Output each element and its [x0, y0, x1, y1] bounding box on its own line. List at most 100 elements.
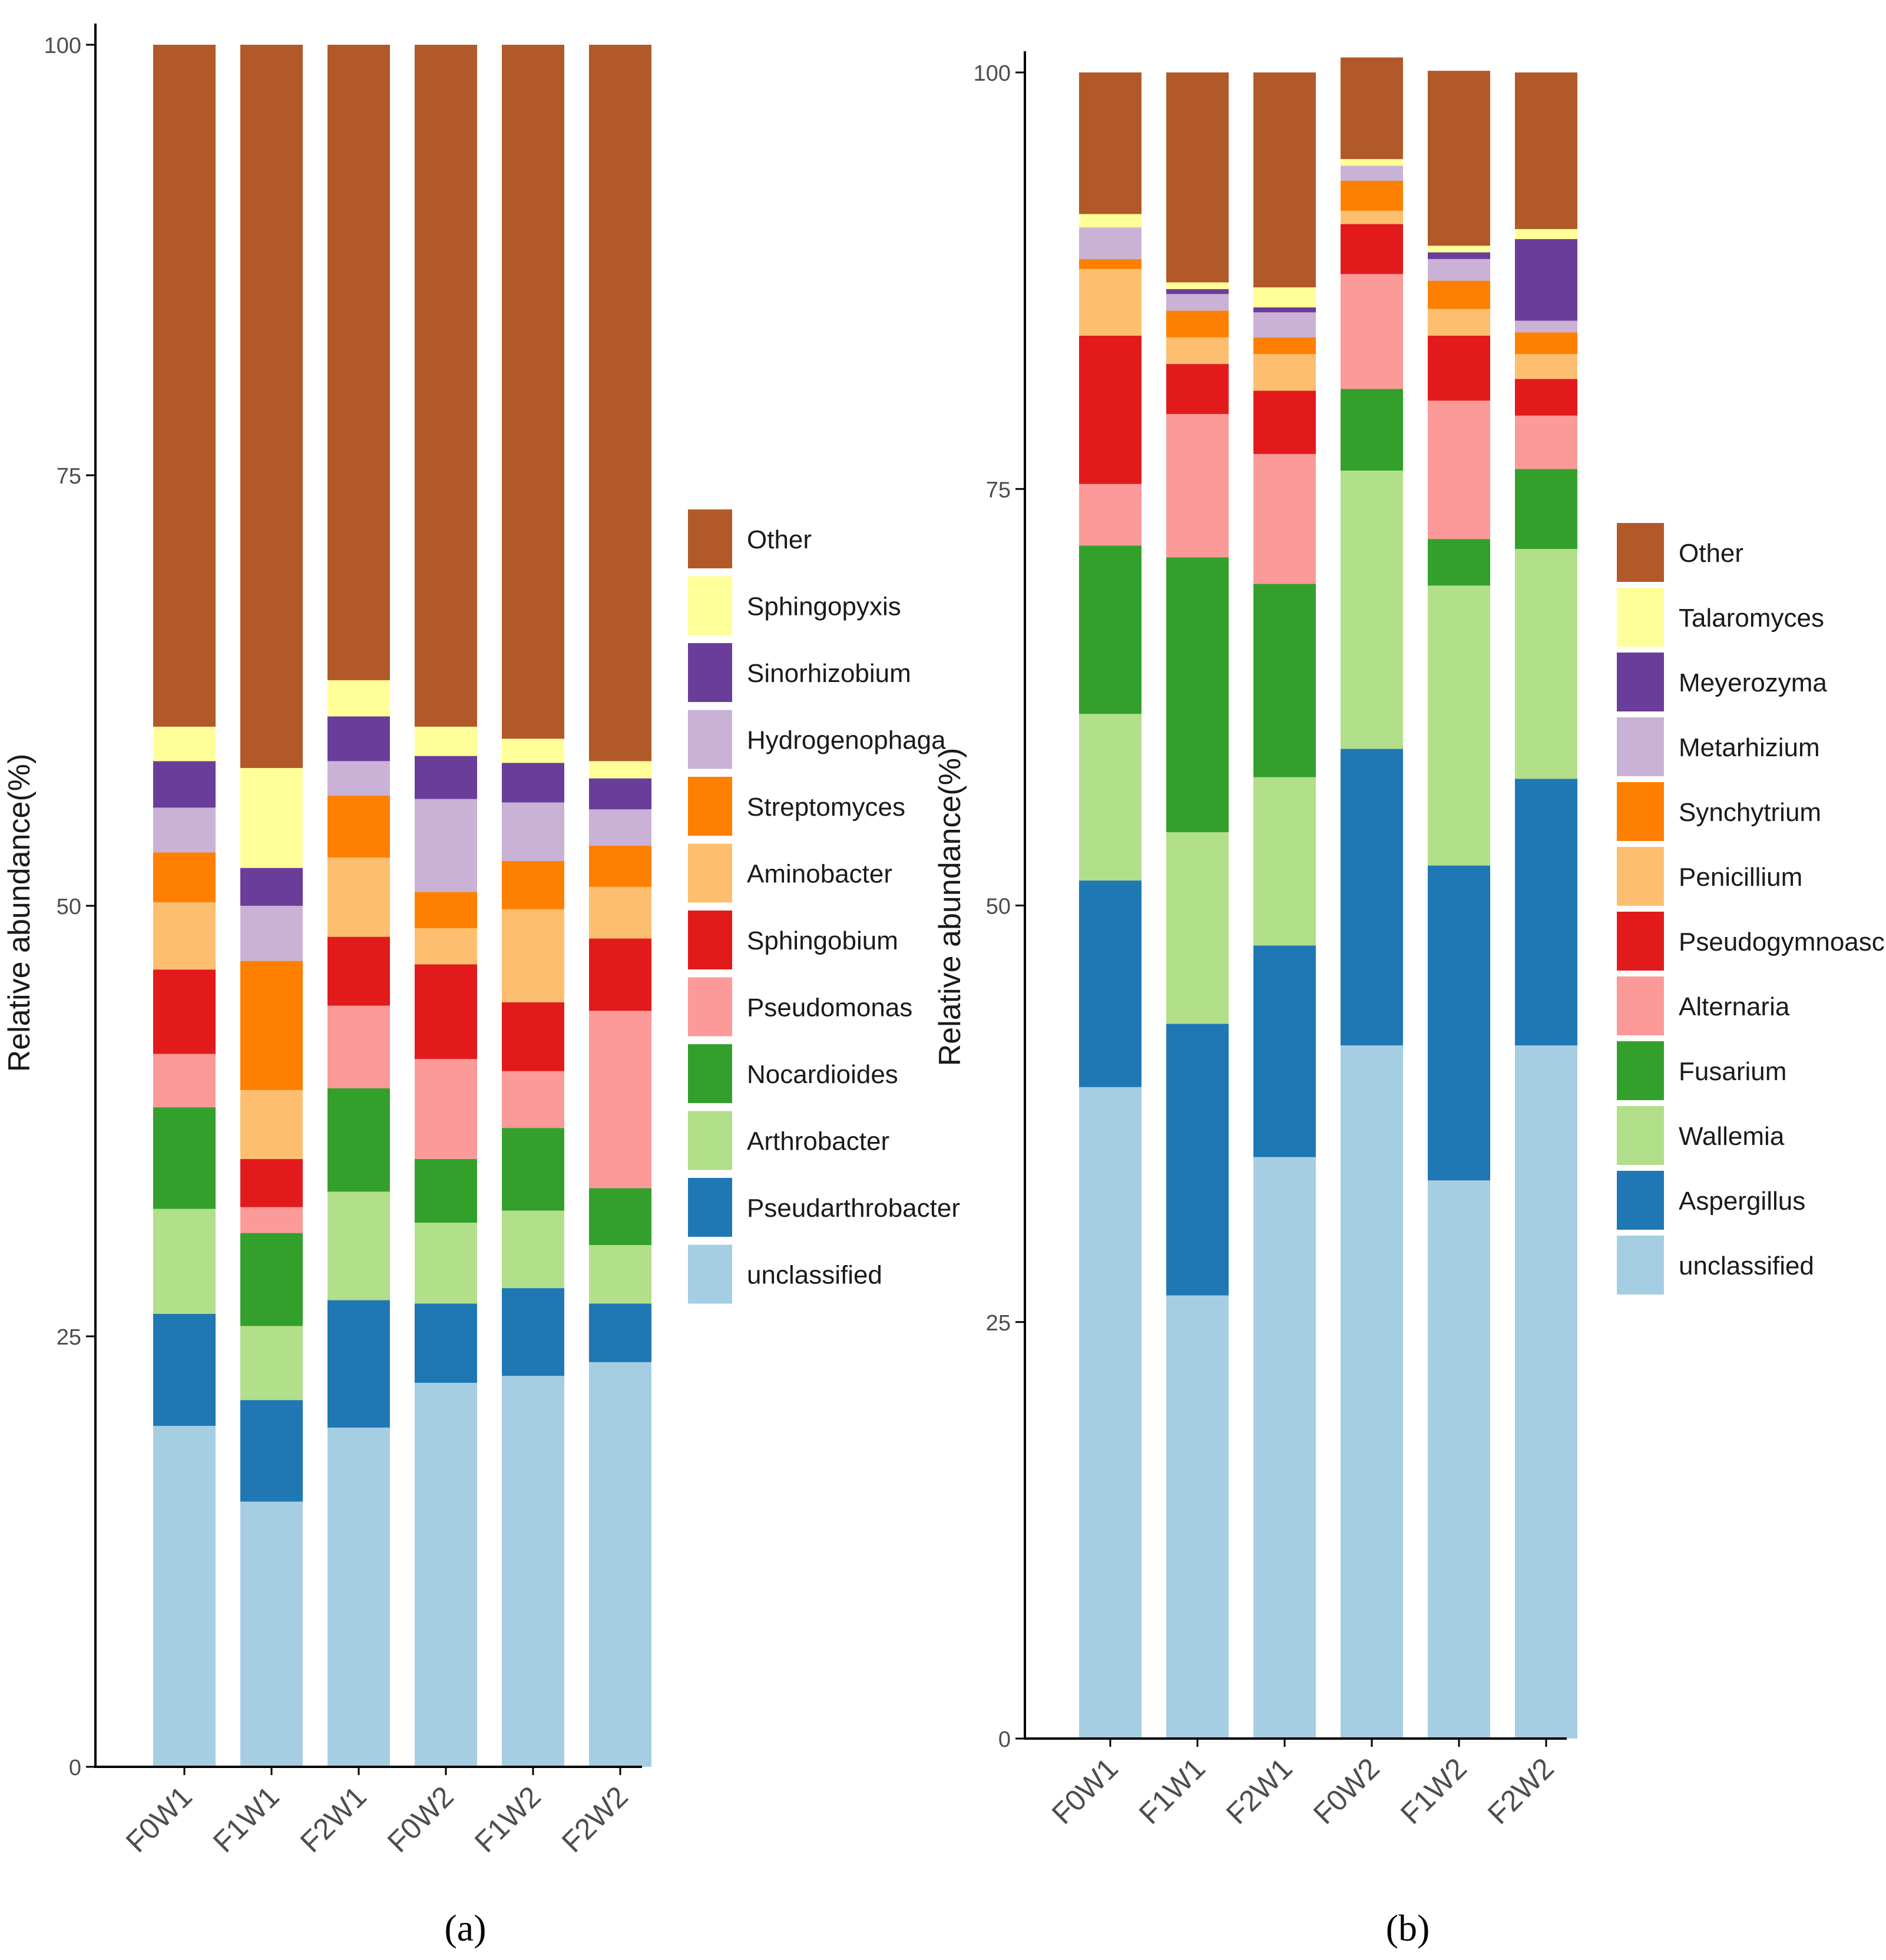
bar-f2w1-sphingobium: [327, 936, 390, 1006]
legend-swatch-pseudarthrobacter: [688, 1178, 732, 1237]
legend-swatch-metarhizium: [1617, 717, 1664, 776]
bar-f2w1-sinorhizobium: [327, 716, 390, 762]
bar-f2w2-pseudogymnoascus: [1515, 379, 1577, 416]
bar-f2w1-penicillium: [1253, 354, 1316, 391]
bar-f1w2-other: [1428, 71, 1490, 246]
bar-f2w2-arthrobacter: [589, 1245, 651, 1304]
legend-swatch-alternaria: [1617, 976, 1664, 1035]
bar-f2w2-aminobacter: [589, 886, 651, 939]
bar-f1w2-sphingopyxis: [502, 739, 564, 763]
x-tick-label-f0w1: F0W1: [120, 1780, 198, 1859]
bar-f1w1-alternaria: [1166, 413, 1229, 558]
bar-f1w1-pseudogymnoascus: [1166, 364, 1229, 414]
bar-f1w2-other: [502, 45, 564, 739]
bar-f1w2-sphingobium: [502, 1002, 564, 1071]
x-tick-label-f2w1: F2W1: [294, 1780, 373, 1859]
bar-f2w2-alternaria: [1515, 415, 1577, 469]
bar-f2w2-other: [1515, 72, 1577, 229]
bar-f0w1-wallemia: [1079, 714, 1141, 881]
bar-f2w2-other: [589, 45, 651, 762]
bar-f2w1-other: [1253, 72, 1316, 287]
x-tick-label-f0w1: F0W1: [1045, 1752, 1124, 1830]
bar-f0w1-arthrobacter: [153, 1209, 216, 1314]
bar-f1w1-penicillium: [1166, 337, 1229, 365]
legend-swatch-pseudogymnoascus: [1617, 912, 1664, 971]
bar-f0w1-pseudomonas: [153, 1054, 216, 1108]
bar-f0w1-talaromyces: [1079, 214, 1141, 228]
y-tick-label: 100: [44, 34, 81, 58]
bar-f1w2-aminobacter: [502, 909, 564, 1002]
bar-f1w1-fusarium: [1166, 557, 1229, 833]
legend-swatch-sphingopyxis: [688, 576, 732, 635]
bar-f0w1-pseudarthrobacter: [153, 1313, 216, 1426]
bar-f0w2-synchytrium: [1341, 180, 1403, 211]
legend-label-wallemia: Wallemia: [1679, 1122, 1785, 1151]
bar-f2w1-pseudomonas: [327, 1005, 390, 1088]
bar-f0w2-unclassified: [1341, 1045, 1403, 1739]
bar-f1w2-metarhizium: [1428, 259, 1490, 281]
bar-f2w2-sphingobium: [589, 938, 651, 1011]
legend-label-pseudogymnoascus: Pseudogymnoascus: [1679, 928, 1886, 956]
bar-f2w1-pseudogymnoascus: [1253, 390, 1316, 454]
bar-f2w1-fusarium: [1253, 584, 1316, 777]
x-tick-label-f0w2: F0W2: [1307, 1752, 1386, 1830]
bar-f1w2-streptomyces: [502, 860, 564, 909]
bar-f2w1-talaromyces: [1253, 287, 1316, 307]
legend-label-sphingobium: Sphingobium: [747, 926, 898, 955]
bar-f2w2-metarhizium: [1515, 320, 1577, 333]
legend-label-aminobacter: Aminobacter: [747, 860, 892, 889]
bar-f2w1-other: [327, 45, 390, 680]
bar-f1w1-other: [240, 45, 303, 769]
bar-f1w1-pseudomonas: [240, 1207, 303, 1233]
legend-swatch-hydrogenophaga: [688, 710, 732, 769]
bar-f0w1-metarhizium: [1079, 227, 1141, 259]
legend-swatch-meyerozyma: [1617, 653, 1664, 711]
bar-f0w2-nocardioides: [415, 1158, 477, 1223]
legend-swatch-unclassified: [1617, 1236, 1664, 1294]
bar-f2w2-pseudarthrobacter: [589, 1303, 651, 1362]
bar-f0w2-arthrobacter: [415, 1223, 477, 1304]
bar-f0w2-wallemia: [1341, 471, 1403, 749]
bar-f1w2-sinorhizobium: [502, 763, 564, 803]
bar-f0w2-pseudogymnoascus: [1341, 224, 1403, 274]
bar-f0w2-other: [415, 45, 477, 727]
bar-f2w2-pseudomonas: [589, 1011, 651, 1188]
legend-label-aspergillus: Aspergillus: [1679, 1187, 1805, 1216]
bar-f0w1-sphingopyxis: [153, 726, 216, 762]
bar-f1w2-hydrogenophaga: [502, 802, 564, 861]
bar-f2w1-unclassified: [1253, 1157, 1316, 1739]
bar-f1w2-meyerozyma: [1428, 252, 1490, 259]
bar-f2w1-sphingopyxis: [327, 680, 390, 717]
legend-swatch-aminobacter: [688, 843, 732, 903]
bar-f2w2-synchytrium: [1515, 332, 1577, 355]
y-tick-label: 25: [986, 1311, 1011, 1336]
legend-swatch-wallemia: [1617, 1106, 1664, 1165]
bar-f2w2-streptomyces: [589, 845, 651, 887]
x-tick-label-f1w1: F1W1: [207, 1780, 286, 1859]
bar-f2w1-hydrogenophaga: [327, 761, 390, 796]
bar-f0w1-pseudogymnoascus: [1079, 335, 1141, 484]
bar-f2w1-synchytrium: [1253, 337, 1316, 355]
y-tick-label: 25: [57, 1325, 81, 1350]
panel-a: 0 25 50 75 100 F0W1 F1W1 F2W1 F0W2 F1W2 F2W2 Relati…: [2, 24, 960, 1949]
bar-f1w2-pseudomonas: [502, 1071, 564, 1128]
bar-f1w1-wallemia: [1166, 832, 1229, 1024]
bar-f1w2-arthrobacter: [502, 1210, 564, 1289]
panel-label: (b): [1386, 1907, 1430, 1949]
bar-f0w1-unclassified: [153, 1426, 216, 1767]
bar-f0w2-sphingobium: [415, 964, 477, 1060]
bar-f1w1-nocardioides: [240, 1233, 303, 1326]
y-tick-label: 75: [986, 478, 1011, 502]
bar-f1w2-nocardioides: [502, 1128, 564, 1211]
bar-f1w2-fusarium: [1428, 539, 1490, 586]
legend-swatch-arthrobacter: [688, 1111, 732, 1170]
bar-f1w1-aminobacter: [240, 1090, 303, 1159]
bar-f1w2-talaromyces: [1428, 246, 1490, 253]
bar-f1w1-sinorhizobium: [240, 868, 303, 906]
legend-label-alternaria: Alternaria: [1679, 992, 1790, 1021]
bar-f0w2-alternaria: [1341, 274, 1403, 389]
bar-f1w2-wallemia: [1428, 585, 1490, 866]
bar-f2w1-wallemia: [1253, 777, 1316, 946]
bar-f0w2-streptomyces: [415, 892, 477, 929]
